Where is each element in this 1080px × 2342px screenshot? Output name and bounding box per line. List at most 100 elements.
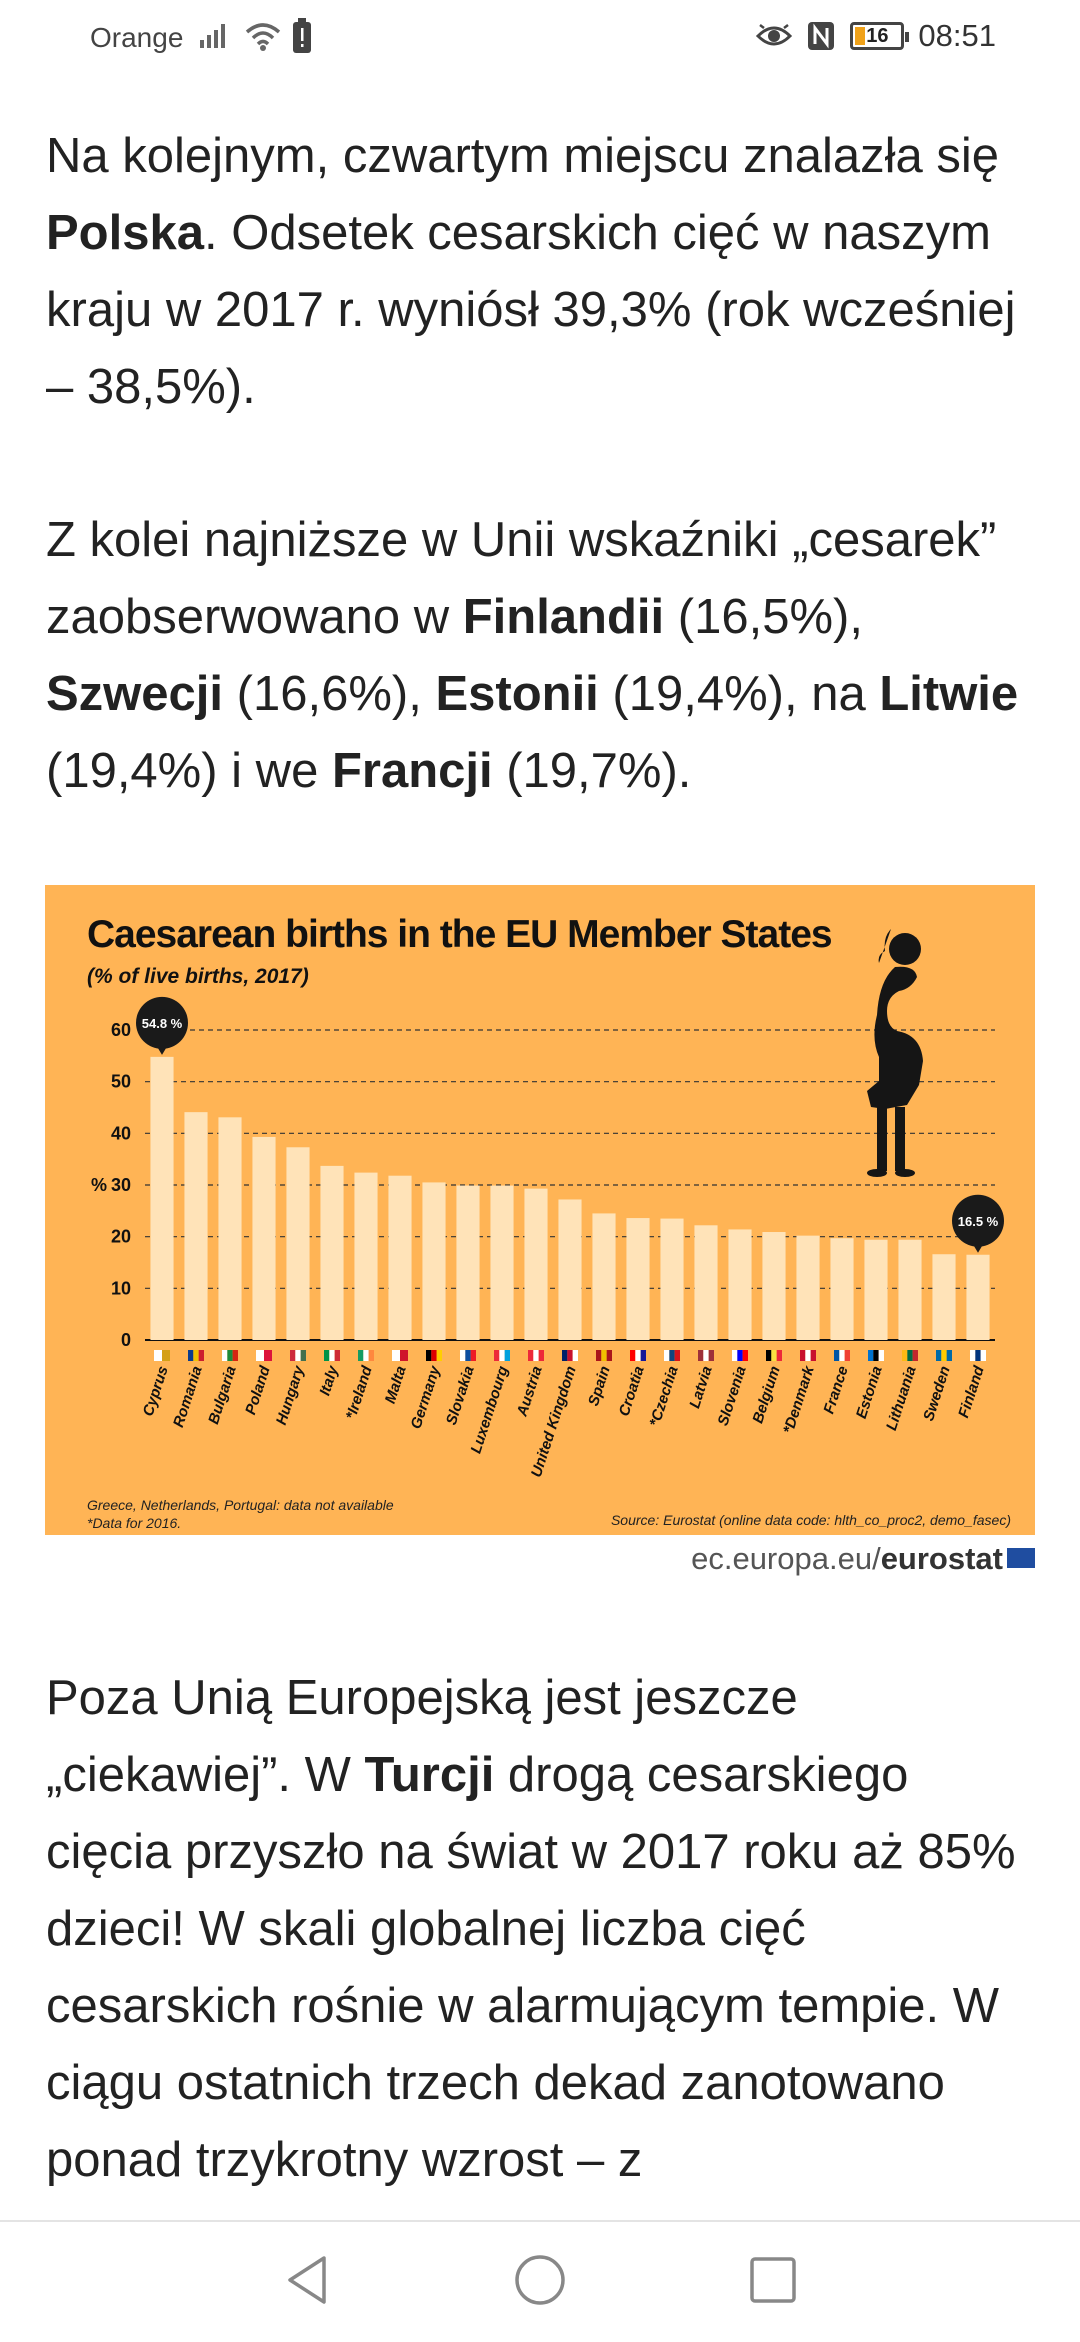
bar bbox=[966, 1254, 990, 1340]
bar bbox=[286, 1147, 310, 1340]
back-button[interactable] bbox=[280, 2252, 336, 2308]
bar bbox=[422, 1182, 446, 1340]
country-flag-icon bbox=[844, 1350, 850, 1361]
country-flag-icon bbox=[630, 1350, 636, 1361]
country-flag-icon bbox=[800, 1350, 806, 1361]
y-tick-label: 10 bbox=[111, 1278, 131, 1298]
status-bar: Orange 16 08:51 bbox=[0, 0, 1080, 84]
country-flag-icon bbox=[601, 1350, 607, 1361]
country-flag-icon bbox=[664, 1350, 670, 1361]
country-flag-icon bbox=[941, 1350, 947, 1361]
x-tick-label: France bbox=[820, 1364, 851, 1416]
x-tick-label: Lithuania bbox=[883, 1364, 920, 1433]
country-flag-icon bbox=[368, 1350, 374, 1361]
chart-source: Source: Eurostat (online data code: hlth… bbox=[610, 1512, 1011, 1528]
x-tick-label: Hungary bbox=[273, 1363, 308, 1427]
article-paragraph: Poza Unią Europejską jest jeszcze „cieka… bbox=[46, 1660, 1046, 2199]
article-paragraph: Na kolejnym, czwartym miejscu znalazła s… bbox=[46, 118, 1046, 426]
bar bbox=[592, 1213, 616, 1340]
country-flag-icon bbox=[562, 1350, 568, 1361]
navigation-bar bbox=[0, 2220, 1080, 2342]
country-flag-icon bbox=[436, 1350, 442, 1361]
bar bbox=[490, 1185, 514, 1340]
country-flag-icon bbox=[504, 1350, 510, 1361]
country-flag-icon bbox=[669, 1350, 675, 1361]
x-tick-label: Germany bbox=[408, 1363, 444, 1431]
bold-country: Estonii bbox=[435, 667, 599, 721]
country-flag-icon bbox=[572, 1350, 578, 1361]
country-flag-icon bbox=[907, 1350, 913, 1361]
bar bbox=[830, 1238, 854, 1340]
x-tick-label: Finland bbox=[955, 1363, 988, 1420]
eu-flag-icon bbox=[1007, 1548, 1035, 1568]
credit-brand: eurostat bbox=[880, 1541, 1003, 1576]
x-tick-label: Romania bbox=[170, 1364, 206, 1430]
country-flag-icon bbox=[766, 1350, 772, 1361]
text-run: Na kolejnym, czwartym miejscu znalazła s… bbox=[46, 129, 1000, 183]
country-flag-icon bbox=[363, 1350, 369, 1361]
country-flag-icon bbox=[975, 1350, 981, 1361]
x-tick-label: *Czechia bbox=[646, 1364, 681, 1429]
bar bbox=[728, 1229, 752, 1340]
bar bbox=[932, 1254, 956, 1340]
credit-domain: ec.europa.eu/ bbox=[691, 1541, 881, 1576]
country-flag-icon bbox=[878, 1350, 884, 1361]
battery-alert-icon bbox=[293, 18, 311, 53]
country-flag-icon bbox=[946, 1350, 952, 1361]
text-run: (19,4%), na bbox=[598, 667, 880, 721]
bar bbox=[388, 1175, 412, 1340]
country-flag-icon bbox=[193, 1350, 199, 1361]
bar bbox=[864, 1239, 888, 1340]
country-flag-icon bbox=[528, 1350, 534, 1361]
bar bbox=[558, 1199, 582, 1340]
bar bbox=[218, 1117, 242, 1340]
y-tick-label: 40 bbox=[111, 1123, 131, 1143]
bold-country: Finlandii bbox=[462, 590, 665, 644]
home-button[interactable] bbox=[512, 2252, 568, 2308]
x-tick-label: Italy bbox=[316, 1363, 342, 1397]
value-callout-bubble bbox=[136, 996, 188, 1049]
value-callout-pointer bbox=[156, 1044, 168, 1055]
x-tick-label: Poland bbox=[242, 1363, 274, 1417]
bar bbox=[456, 1185, 480, 1340]
bar bbox=[320, 1165, 344, 1340]
text-run: . Odsetek cesarskich cięć w naszym kraju… bbox=[46, 206, 1016, 414]
country-flag-icon bbox=[980, 1350, 986, 1361]
image-credit: ec.europa.eu/eurostat bbox=[45, 1535, 1035, 1581]
country-flag-icon bbox=[499, 1350, 505, 1361]
text-run: (19,4%) i we bbox=[46, 744, 332, 798]
y-axis-label: % bbox=[91, 1175, 107, 1195]
wifi-icon bbox=[245, 23, 281, 51]
signal-icon bbox=[200, 24, 225, 48]
text-run: Poza Unią Europejską jest jeszcze „cieka… bbox=[46, 1671, 798, 1802]
country-flag-icon bbox=[635, 1350, 641, 1361]
credit-text: ec.europa.eu/eurostat bbox=[691, 1541, 1003, 1577]
bold-country: Francji bbox=[331, 744, 493, 798]
country-flag-icon bbox=[465, 1350, 471, 1361]
x-tick-label: Croatia bbox=[616, 1364, 648, 1418]
country-flag-icon bbox=[188, 1350, 194, 1361]
eye-comfort-icon bbox=[756, 24, 793, 46]
country-flag-icon bbox=[290, 1350, 296, 1361]
country-flag-icon bbox=[538, 1350, 544, 1361]
bar bbox=[898, 1239, 922, 1340]
value-callout-bubble bbox=[952, 1194, 1004, 1247]
recent-apps-button[interactable] bbox=[745, 2252, 801, 2308]
country-flag-icon bbox=[264, 1350, 272, 1361]
x-tick-label: Cyprus bbox=[140, 1364, 172, 1418]
y-tick-label: 0 bbox=[121, 1330, 131, 1350]
country-flag-icon bbox=[426, 1350, 432, 1361]
country-flag-icon bbox=[742, 1350, 748, 1361]
x-tick-label: *Ireland bbox=[343, 1363, 376, 1421]
bar bbox=[660, 1218, 684, 1340]
country-flag-icon bbox=[198, 1350, 204, 1361]
country-flag-icon bbox=[839, 1350, 845, 1361]
x-tick-label: Austria bbox=[513, 1364, 545, 1419]
bar bbox=[762, 1232, 786, 1340]
country-flag-icon bbox=[400, 1350, 408, 1361]
data-label: 54.8 % bbox=[142, 1016, 183, 1031]
country-flag-icon bbox=[703, 1350, 709, 1361]
bar bbox=[184, 1112, 208, 1340]
chart-subtitle: (% of live births, 2017) bbox=[87, 965, 309, 988]
